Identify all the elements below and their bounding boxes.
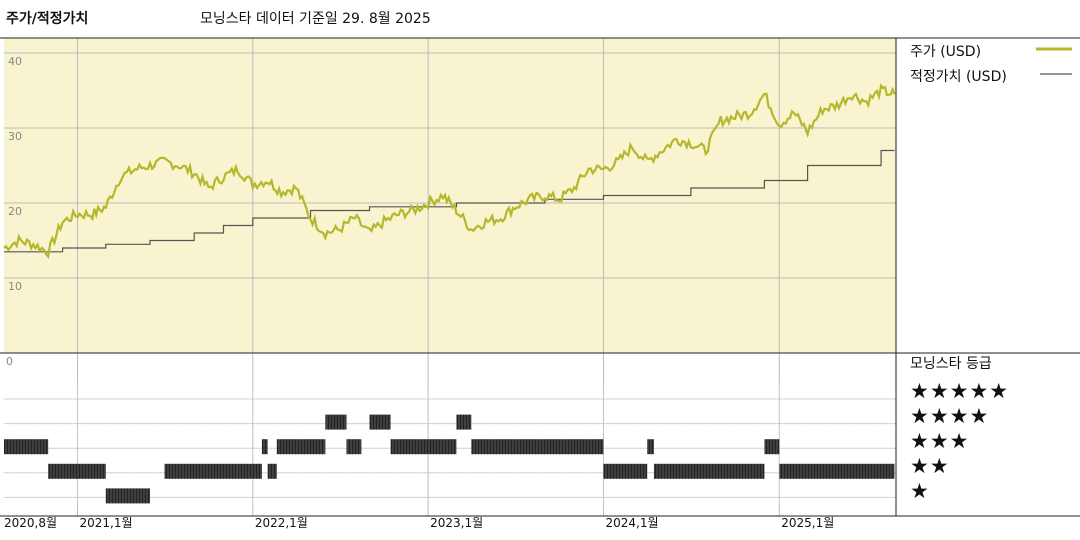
three-star-row: ★★★ xyxy=(910,429,970,453)
x-tick-2: 2022,1월 xyxy=(255,516,308,530)
rating-bar-17 xyxy=(764,439,780,455)
two-star-row: ★★ xyxy=(910,454,950,478)
one-star-row: ★ xyxy=(910,479,930,503)
chart-frame xyxy=(0,37,1080,517)
rating-legend-title: 모닝스타 등급 xyxy=(910,356,992,372)
chart-title: 주가/적정가치 xyxy=(6,11,89,27)
price-panel-background xyxy=(4,38,896,353)
rating-bar-9 xyxy=(346,439,362,455)
rating-bar-5 xyxy=(261,439,268,455)
rating-bar-13 xyxy=(471,439,604,455)
fair-value-series-line xyxy=(4,149,895,253)
x-tick-3: 2023,1월 xyxy=(430,516,483,530)
rating-bar-7 xyxy=(276,439,326,455)
y-tick-30: 30 xyxy=(8,130,22,143)
x-tick-1: 2021,1월 xyxy=(79,516,132,530)
price-legend-label: 주가 (USD) xyxy=(910,44,982,60)
rating-bar-11 xyxy=(390,439,457,455)
rating-bar-15 xyxy=(647,439,654,455)
rating-history-bars xyxy=(4,383,895,506)
fair-value-legend-label: 적정가치 (USD) xyxy=(910,69,1007,85)
x-tick-4: 2024,1월 xyxy=(605,516,658,530)
five-star-row: ★★★★★ xyxy=(910,379,1010,403)
x-tick-0: 2020,8월 xyxy=(4,516,57,530)
rating-bar-12 xyxy=(456,414,472,430)
rating-bar-10 xyxy=(369,414,391,430)
rating-bar-0 xyxy=(4,439,49,455)
y-tick-zero: 0 xyxy=(6,355,13,368)
source-note: 모닝스타 데이터 기준일 29. 8월 2025 xyxy=(200,11,431,27)
rating-bar-14 xyxy=(603,463,648,479)
y-tick-40: 40 xyxy=(8,55,22,68)
rating-bar-1 xyxy=(48,463,106,479)
rating-bar-16 xyxy=(653,463,765,479)
y-tick-10: 10 xyxy=(8,280,22,293)
price-series-line xyxy=(3,83,896,260)
rating-bar-18 xyxy=(779,463,895,479)
rating-bar-4 xyxy=(237,463,262,479)
four-star-row: ★★★★ xyxy=(910,404,990,428)
rating-bar-3 xyxy=(164,463,238,479)
y-tick-20: 20 xyxy=(8,205,22,218)
y-axis-tick-labels: 40 30 20 10 0 xyxy=(6,55,22,368)
x-tick-5: 2025,1월 xyxy=(781,516,834,530)
rating-bar-6 xyxy=(267,463,277,479)
rating-bar-8 xyxy=(325,414,347,430)
x-axis-tick-labels: 2020,8월 2021,1월 2022,1월 2023,1월 2024,1월 2025,… xyxy=(4,516,834,530)
rating-bar-2 xyxy=(105,488,151,504)
